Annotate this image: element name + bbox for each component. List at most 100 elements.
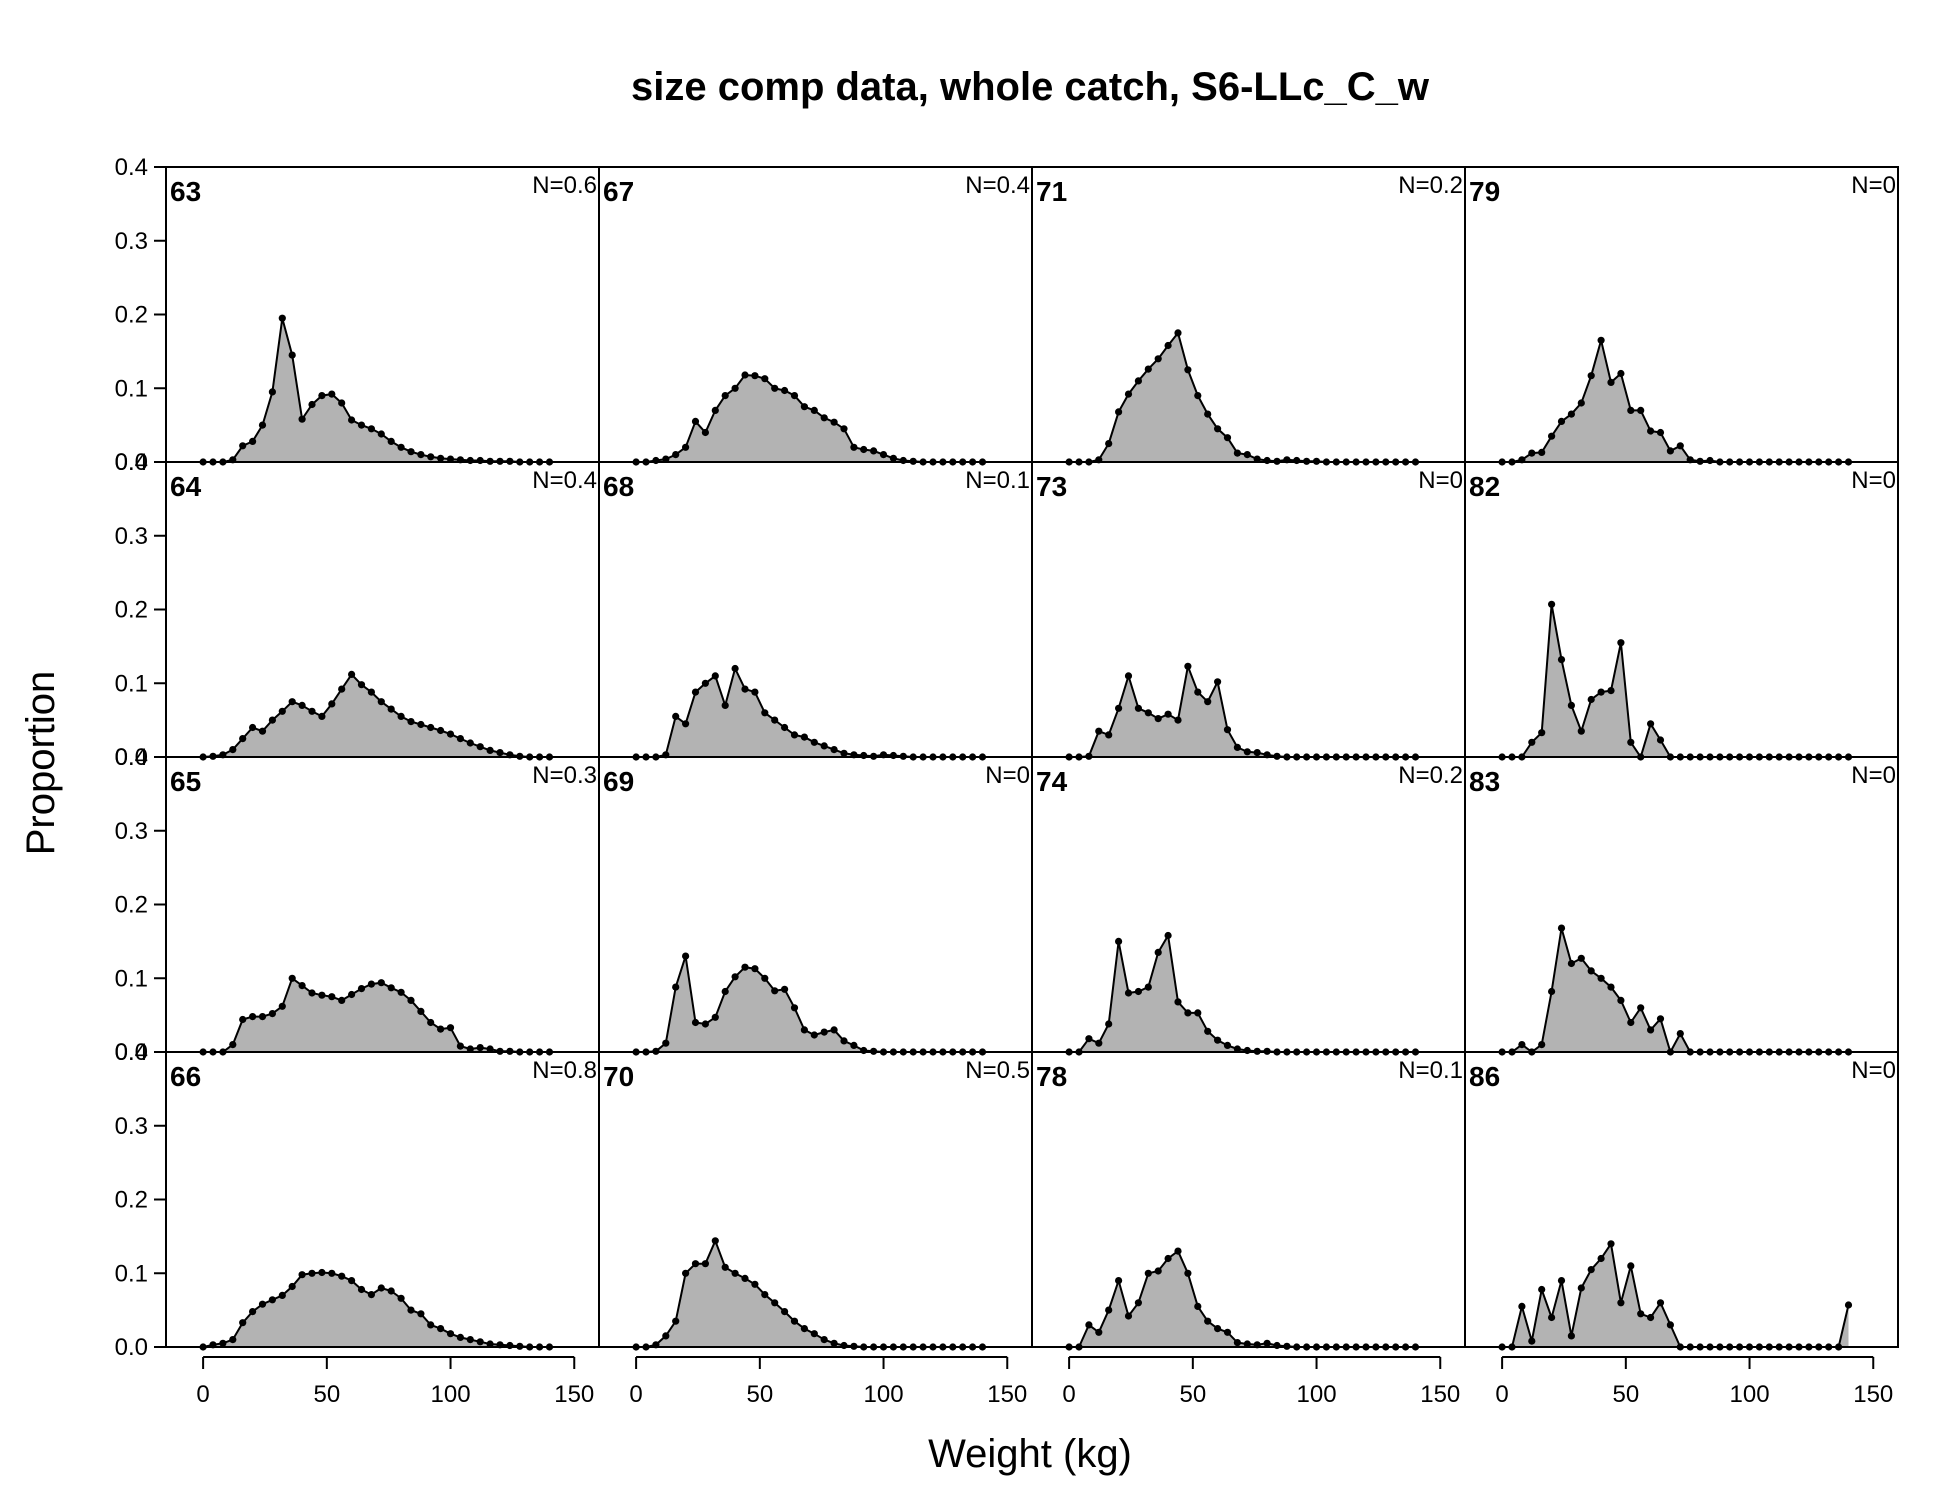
data-point <box>870 447 878 455</box>
data-point <box>357 681 366 689</box>
panel-frame <box>1464 166 1899 463</box>
panel-n-label: N=0.1 <box>965 467 1030 494</box>
x-axis-0: 0 50 100 150 <box>196 1356 594 1408</box>
panel-78: 78 N=0.1 <box>1031 1051 1466 1351</box>
data-point <box>466 1336 474 1344</box>
data-point <box>387 1287 395 1295</box>
data-point <box>879 451 888 459</box>
data-point <box>662 1332 670 1340</box>
data-point <box>701 1020 710 1028</box>
data-point <box>1174 329 1182 337</box>
data-point <box>268 388 276 396</box>
y-axis-title: Proportion <box>19 671 63 856</box>
data-point <box>1154 1267 1162 1275</box>
x-tick-label: 0 <box>196 1381 209 1408</box>
data-point <box>721 1263 729 1271</box>
y-tick-label: 0.3 <box>115 1113 148 1140</box>
x-tick-label: 150 <box>1420 1381 1460 1408</box>
data-point <box>1656 736 1665 744</box>
data-point <box>1194 688 1202 696</box>
y-tick-label: 0.1 <box>115 965 148 992</box>
data-point <box>1184 1009 1192 1017</box>
data-point <box>691 1018 700 1027</box>
panel-year-label: 78 <box>1036 1061 1067 1092</box>
data-point <box>486 746 494 755</box>
x-axis-2: 0 50 100 150 <box>1062 1356 1460 1408</box>
panel-frame <box>1464 461 1899 758</box>
data-point <box>1676 442 1684 450</box>
panel-67: 67 N=0.4 <box>598 166 1033 466</box>
panel-n-label: N=0.2 <box>1398 172 1463 199</box>
data-point <box>486 1340 494 1348</box>
data-point <box>1647 720 1655 728</box>
area-fill <box>1502 1243 1849 1347</box>
data-point <box>318 1268 326 1277</box>
data-point <box>731 664 739 673</box>
data-point <box>691 688 700 696</box>
data-point <box>691 1260 700 1268</box>
data-point <box>1577 399 1585 407</box>
area-fill <box>203 978 550 1052</box>
data-point <box>456 1333 464 1341</box>
panel-grid: 63 N=0.6 0.0 0.1 0.2 0.3 0.4 64 N=0.4 0.0 0.1 0.2 0.… <box>115 154 1899 1361</box>
data-point <box>1548 1313 1556 1322</box>
panel-frame <box>165 166 600 463</box>
data-point <box>1124 989 1133 997</box>
data-point <box>1105 440 1113 448</box>
panel-year-label: 63 <box>170 176 201 207</box>
data-point <box>1567 1332 1575 1340</box>
panel-n-label: N=0.6 <box>532 172 597 199</box>
data-point <box>1587 1266 1595 1274</box>
panel-year-label: 86 <box>1469 1061 1500 1092</box>
data-point <box>397 712 405 721</box>
data-point <box>367 1291 375 1299</box>
data-point <box>682 952 690 960</box>
panel-n-label: N=0.4 <box>532 467 597 494</box>
panel-frame <box>598 756 1033 1053</box>
data-point <box>278 1002 286 1010</box>
data-point <box>721 392 729 400</box>
data-point <box>741 371 749 379</box>
area-fill <box>1502 604 1849 757</box>
data-point <box>840 425 848 433</box>
data-point <box>820 414 828 422</box>
data-point <box>1567 701 1575 710</box>
y-tick-label: 0.3 <box>115 228 148 255</box>
panel-n-label: N=0 <box>1851 172 1896 199</box>
data-point <box>427 723 435 732</box>
x-axis-title: Weight (kg) <box>928 1432 1132 1476</box>
data-point <box>486 1045 494 1053</box>
data-point <box>711 1013 719 1021</box>
x-axes: 0 50 100 150 0 50 100 150 0 50 100 150 0 50 100 150 <box>196 1356 1893 1408</box>
data-point <box>1627 406 1635 414</box>
x-axis-1: 0 50 100 150 <box>629 1356 1027 1408</box>
data-point <box>1134 377 1142 385</box>
data-point <box>407 448 415 456</box>
area-fill <box>203 674 550 757</box>
panel-year-label: 73 <box>1036 471 1067 502</box>
data-point <box>751 372 759 380</box>
data-point <box>1597 336 1605 344</box>
data-point <box>328 993 336 1001</box>
data-point <box>1263 1339 1271 1347</box>
area-fill <box>636 956 983 1052</box>
data-point <box>1085 1321 1093 1329</box>
x-tick-label: 100 <box>864 1381 904 1408</box>
data-point <box>1647 1313 1655 1322</box>
panel-63: 63 N=0.6 0.0 0.1 0.2 0.3 0.4 <box>115 154 600 476</box>
data-point <box>790 731 799 739</box>
area-fill <box>1502 928 1849 1052</box>
x-tick-label: 100 <box>1730 1381 1770 1408</box>
data-point <box>1214 1325 1222 1333</box>
data-point <box>1548 600 1556 608</box>
data-point <box>377 1284 385 1292</box>
panel-year-label: 74 <box>1036 766 1068 797</box>
data-point <box>476 456 484 465</box>
data-point <box>1617 369 1625 378</box>
data-point <box>258 727 267 735</box>
panel-frame <box>1031 461 1466 758</box>
data-point <box>298 415 306 423</box>
data-point <box>1528 449 1536 457</box>
data-point <box>1194 392 1202 400</box>
y-tick-label: 0.4 <box>115 449 148 476</box>
